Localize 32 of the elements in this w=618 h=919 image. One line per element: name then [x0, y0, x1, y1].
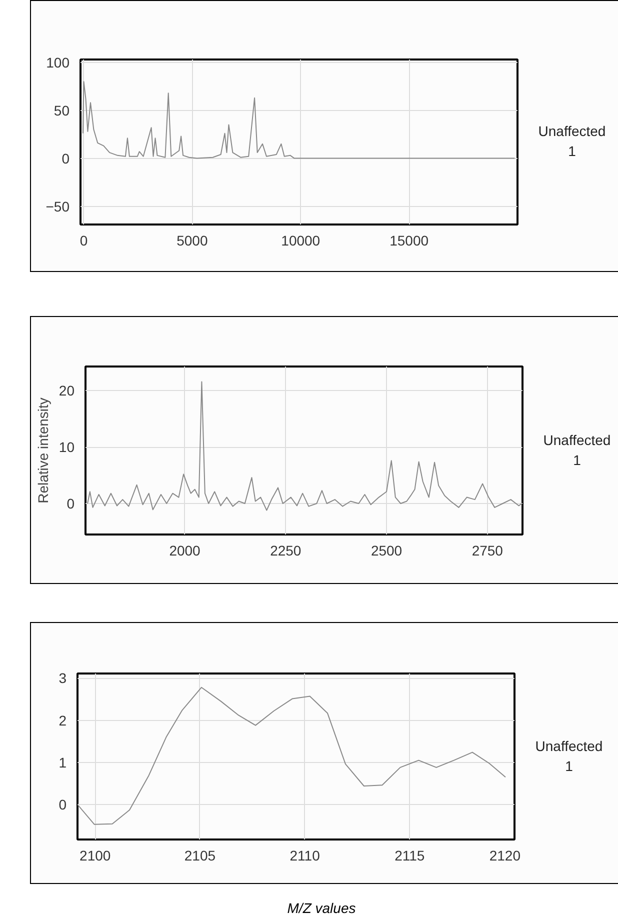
x-tick-label: 15000	[390, 232, 429, 248]
y-tick-label: 3	[58, 670, 67, 686]
text: Unaffected 1	[538, 122, 606, 161]
text: Unaffected 1	[535, 737, 603, 776]
x-tick-label: 2500	[370, 542, 402, 558]
line-series	[82, 81, 516, 159]
x-tick-label: 2250	[270, 542, 302, 558]
line-series	[87, 381, 522, 511]
y-tick-label: 20	[58, 382, 75, 399]
y-axis-title: Relative intensity	[34, 398, 51, 504]
text: Unaffected 1	[543, 431, 611, 470]
y-tick-label: 2	[58, 712, 67, 728]
x-tick-label: 2120	[489, 848, 521, 864]
y-tick-label: 50	[54, 102, 70, 118]
x-tick-label: 2115	[394, 848, 425, 864]
y-tick-label: 100	[46, 54, 70, 70]
x-tick-label: 2750	[472, 542, 504, 558]
x-tick-label: 5000	[176, 232, 208, 248]
y-tick-label: 1	[58, 754, 67, 770]
x-tick-label: 2110	[290, 848, 320, 864]
y-tick-label: 10	[58, 439, 75, 456]
y-tick-label: 0	[62, 150, 70, 166]
x-tick-label: 0	[80, 232, 88, 248]
x-axis-title: M/Z values	[287, 899, 356, 918]
y-tick-label: 0	[66, 495, 75, 512]
x-tick-label: 2100	[80, 848, 111, 864]
y-tick-label: 0	[58, 796, 67, 813]
x-tick-label: 2000	[169, 542, 201, 558]
y-tick-label: −50	[46, 198, 70, 214]
line-series	[78, 686, 506, 825]
x-tick-label: 10000	[281, 232, 320, 248]
x-tick-label: 2105	[184, 848, 216, 864]
